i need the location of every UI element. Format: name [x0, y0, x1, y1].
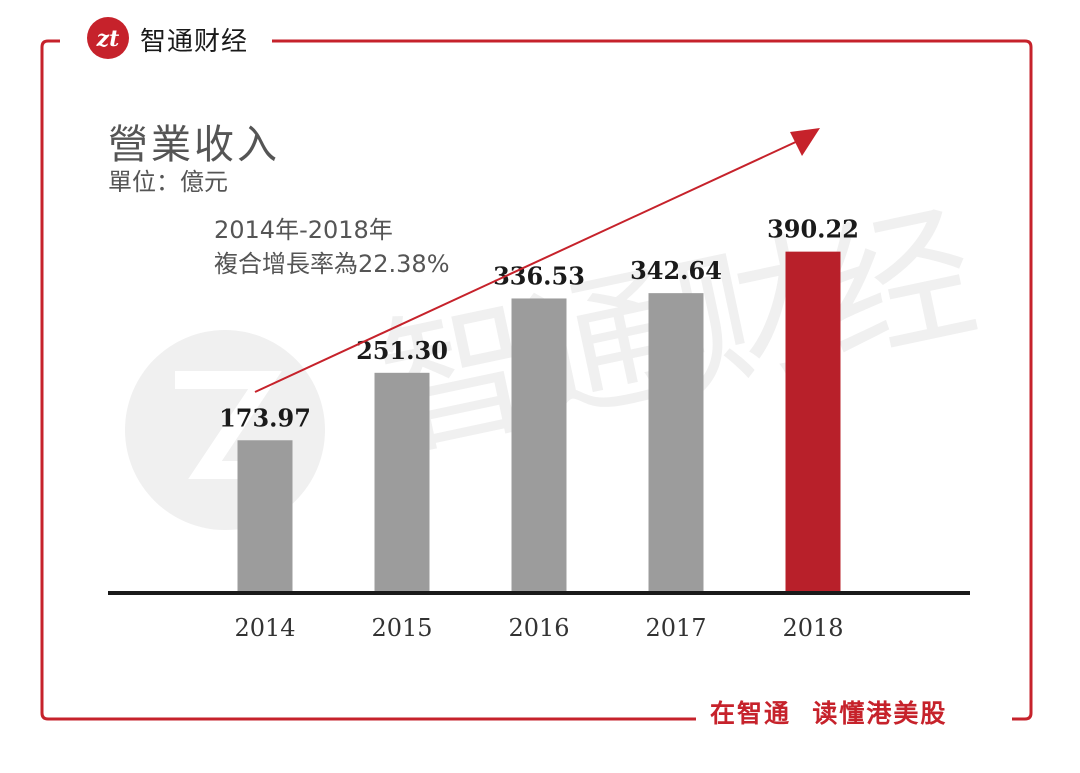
brand-logo: zt [86, 16, 130, 60]
bar-2015 [374, 372, 430, 592]
x-tick-label-2018: 2018 [782, 614, 843, 642]
growth-annotation: 2014年-2018年 複合增長率為22.38% [214, 213, 450, 281]
trend-arrow-head [790, 128, 820, 156]
trend-arrow-line [254, 139, 801, 393]
value-label-2016: 336.53 [493, 261, 585, 290]
bar-2014 [237, 440, 293, 592]
value-label-2014: 173.97 [219, 403, 311, 432]
frame-top-left-segment [40, 39, 696, 721]
frame-top-right-segment [272, 39, 1033, 721]
x-tick-label-2014: 2014 [234, 614, 295, 642]
x-tick-label-2016: 2016 [508, 614, 569, 642]
value-label-2018: 390.22 [767, 215, 859, 244]
x-tick-label-2015: 2015 [371, 614, 432, 642]
bar-2018 [785, 251, 841, 592]
annotation-line-2: 複合增長率為22.38% [214, 250, 450, 278]
annotation-line-1: 2014年-2018年 [214, 216, 393, 244]
brand-name: 智通财经 [140, 27, 249, 57]
chart-title: 營業收入 [108, 122, 280, 168]
bar-2016 [511, 298, 567, 592]
bar-2017 [648, 293, 704, 592]
x-tick-label-2017: 2017 [645, 614, 706, 642]
svg-text:zt: zt [96, 26, 120, 52]
chart-unit-label: 單位：億元 [108, 168, 228, 196]
value-label-2015: 251.30 [356, 336, 448, 365]
value-label-2017: 342.64 [630, 256, 722, 285]
footer-slogan: 在智通 读懂港美股 [710, 699, 948, 728]
watermark-logo-mark [175, 371, 282, 479]
